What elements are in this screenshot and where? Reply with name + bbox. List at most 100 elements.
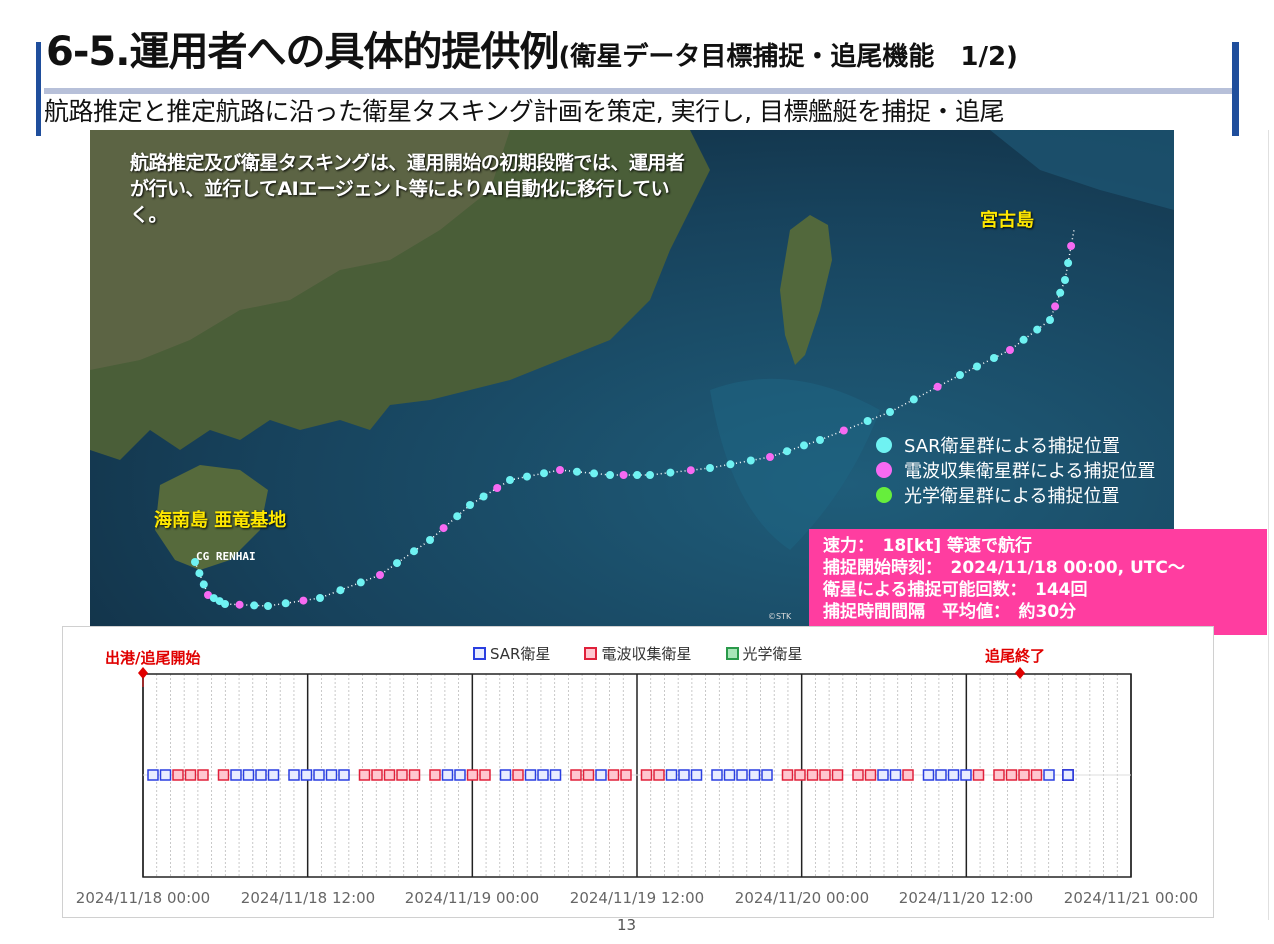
- track-point: [766, 453, 774, 461]
- sar-capture-mark: [1043, 769, 1055, 781]
- track-point: [523, 472, 531, 481]
- track-point: [933, 382, 942, 391]
- track-point: [706, 464, 714, 472]
- track-point: [439, 524, 448, 533]
- track-point: [1046, 316, 1054, 324]
- sar-capture-mark: [761, 769, 773, 781]
- timeline-legend: SAR衛星 電波収集衛星 光学衛星: [473, 643, 837, 664]
- vessel-track: [191, 229, 1076, 610]
- sar-capture-mark: [230, 769, 242, 781]
- sar-capture-mark: [300, 769, 313, 781]
- radio-dot-icon: [876, 461, 892, 478]
- timeline-legend-sar: SAR衛星: [473, 643, 550, 664]
- radio-capture-mark: [852, 769, 864, 781]
- track-point: [1064, 259, 1073, 267]
- sar-capture-mark: [595, 769, 607, 781]
- track-point: [316, 594, 324, 602]
- track-point: [746, 456, 755, 465]
- sar-capture-mark: [935, 769, 947, 781]
- radio-capture-mark: [993, 769, 1005, 781]
- track-point: [264, 602, 272, 610]
- track-point: [726, 460, 735, 469]
- track-point: [479, 492, 488, 501]
- sar-dot-icon: [876, 436, 892, 453]
- title-accent-right: [1232, 42, 1239, 136]
- stat-start-time: 捕捉開始時刻： 2024/11/18 00:00, UTC〜: [823, 558, 1185, 578]
- track-point: [909, 395, 918, 404]
- radio-capture-mark: [512, 769, 524, 781]
- radio-capture-mark: [172, 769, 184, 781]
- track-point: [250, 601, 259, 610]
- timeline-legend-optical: 光学衛星: [725, 643, 803, 664]
- track-point: [816, 436, 824, 444]
- sar-capture-mark: [537, 769, 549, 781]
- page-title-main: 6-5.運用者への具体的提供例: [46, 29, 559, 75]
- radio-capture-mark: [607, 769, 620, 781]
- radio-capture-mark: [902, 769, 914, 781]
- track-point: [195, 569, 204, 578]
- radio-capture-mark: [653, 769, 665, 781]
- timeline-legend-radio: 電波収集衛星: [584, 643, 692, 664]
- hainan-island: [155, 465, 268, 570]
- radio-capture-mark: [864, 769, 877, 781]
- track-point: [356, 578, 365, 587]
- track-point: [633, 471, 642, 479]
- track-point: [1061, 276, 1069, 284]
- track-point: [221, 600, 229, 608]
- track-point: [619, 471, 628, 479]
- sar-capture-mark: [960, 769, 972, 781]
- optical-dot-icon: [876, 486, 892, 503]
- sar-capture-mark: [313, 769, 325, 781]
- page-number: 13: [617, 916, 637, 934]
- sar-capture-mark: [723, 769, 736, 781]
- end-marker-icon: [1015, 667, 1025, 679]
- page-title: 6-5.運用者への具体的提供例(衛星データ目標捕捉・追尾機能 1/2): [46, 24, 1018, 80]
- radio-capture-mark: [396, 769, 408, 781]
- sar-capture-mark: [736, 769, 748, 781]
- track-point: [800, 441, 808, 450]
- radio-capture-mark: [582, 769, 595, 781]
- radio-capture-mark: [217, 769, 230, 781]
- radio-capture-mark: [640, 769, 653, 781]
- map-note: 航路推定及び衛星タスキングは、運用開始の初期段階では、運用者が行い、並行してAI…: [130, 152, 685, 226]
- sar-capture-mark: [678, 769, 690, 781]
- sar-capture-mark: [665, 769, 678, 781]
- sar-capture-mark: [454, 769, 466, 781]
- timeline-start-label: 出港/追尾開始: [105, 649, 201, 667]
- sar-capture-mark: [255, 769, 267, 781]
- radio-capture-mark: [466, 769, 479, 781]
- shelf: [710, 378, 880, 550]
- page-side-line: [1268, 130, 1269, 920]
- x-tick-5: 2024/11/20 12:00: [898, 889, 1034, 907]
- map-legend-radio: 電波収集衛星群による捕捉位置: [876, 457, 1155, 482]
- stat-capture-count: 衛星による捕捉可能回数： 144回: [823, 580, 1088, 600]
- sar-square-icon: [473, 647, 486, 660]
- capture-timeline: 出港/追尾開始 追尾終了 SAR衛星 電波収集衛星 光学衛星 2024/11/1…: [62, 626, 1214, 918]
- track-point: [1006, 346, 1014, 354]
- track-point: [956, 371, 964, 379]
- sar-capture-mark: [524, 769, 537, 781]
- track-point: [886, 408, 894, 416]
- track-point: [973, 362, 981, 371]
- track-point: [990, 354, 998, 362]
- sar-capture-mark: [748, 769, 761, 781]
- sar-capture-mark: [499, 769, 512, 781]
- radio-capture-mark: [429, 769, 441, 781]
- timeline-marks: [147, 769, 1074, 781]
- taiwan-island: [780, 215, 832, 365]
- track-point: [376, 571, 384, 579]
- track-point: [839, 426, 848, 435]
- track-point: [281, 599, 290, 608]
- title-rule: [44, 88, 1232, 94]
- x-tick-6: 2024/11/21 00:00: [1063, 889, 1199, 907]
- radio-capture-mark: [383, 769, 396, 781]
- track-point: [1019, 335, 1028, 344]
- sar-capture-mark: [877, 769, 889, 781]
- track-point: [191, 558, 199, 566]
- east-sea: [990, 130, 1174, 210]
- track-point: [783, 447, 791, 456]
- sar-capture-mark: [889, 769, 902, 781]
- page-subtitle: 航路推定と推定航路に沿った衛星タスキング計画を策定, 実行し, 目標艦艇を捕捉・…: [44, 97, 1005, 126]
- mainland-highland: [90, 130, 510, 370]
- track-point: [453, 512, 462, 521]
